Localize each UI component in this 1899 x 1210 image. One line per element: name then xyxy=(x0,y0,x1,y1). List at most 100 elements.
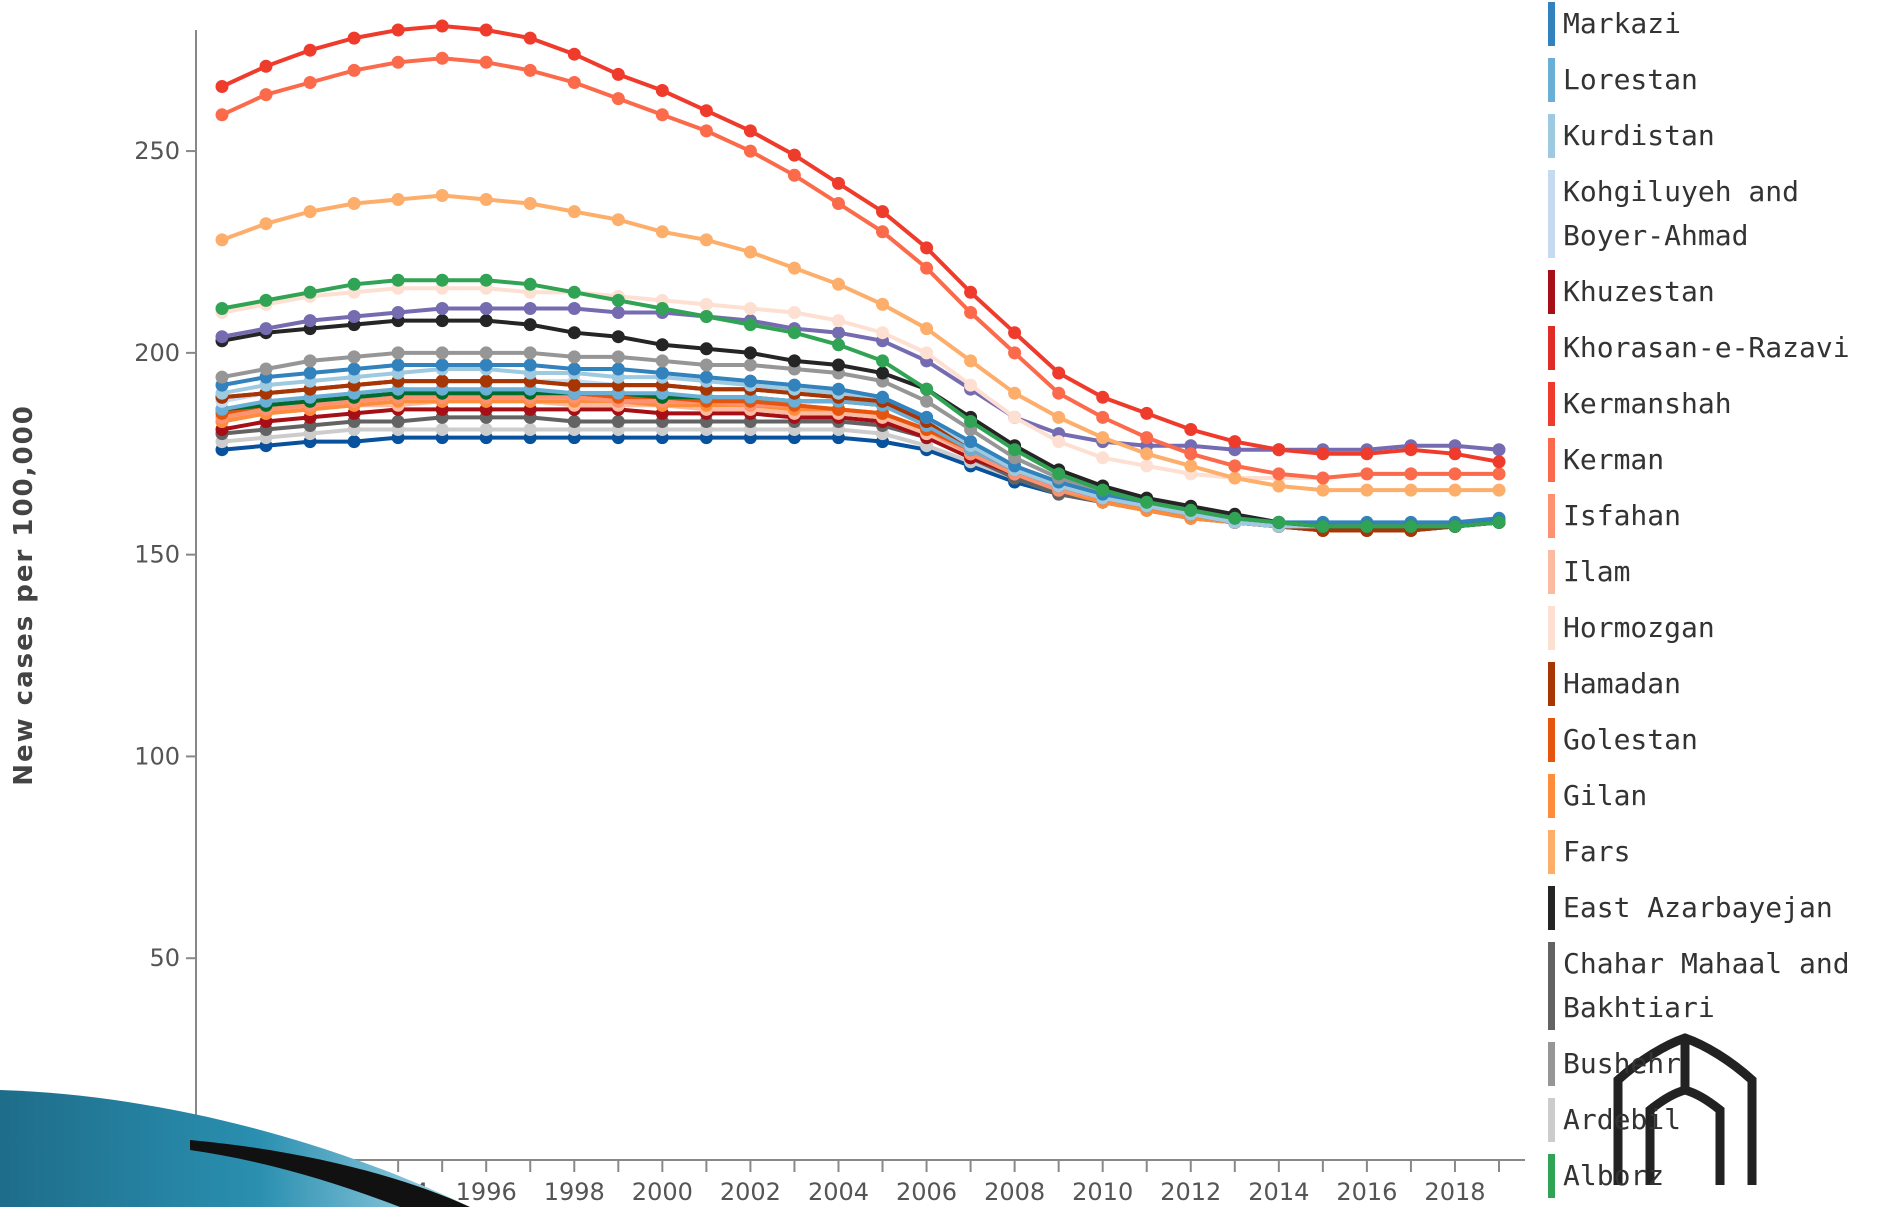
data-point xyxy=(1096,483,1110,497)
legend-item[interactable]: Markazi xyxy=(1548,2,1898,46)
data-point xyxy=(699,358,713,372)
x-tick-label: 1998 xyxy=(544,1178,605,1206)
legend-swatch xyxy=(1548,1042,1555,1086)
data-point xyxy=(611,330,625,344)
y-tick-label: 200 xyxy=(134,339,180,367)
legend-label: Khuzestan xyxy=(1563,275,1715,308)
data-point xyxy=(347,435,361,449)
x-tick-label: 2016 xyxy=(1336,1178,1397,1206)
data-point xyxy=(215,108,229,122)
y-tick-label: 100 xyxy=(134,742,180,770)
legend-item[interactable]: Kerman xyxy=(1548,438,1898,482)
legend-label: Fars xyxy=(1563,835,1631,868)
data-point xyxy=(964,378,978,392)
legend-label: Lorestan xyxy=(1563,63,1698,96)
legend-label: Chahar Mahaal and Bakhtiari xyxy=(1563,947,1850,1024)
legend-item[interactable]: Kohgiluyeh and Boyer-Ahmad xyxy=(1548,170,1898,258)
series-line xyxy=(221,278,1500,529)
legend-item[interactable]: Golestan xyxy=(1548,718,1898,762)
data-point xyxy=(523,346,537,360)
legend-label: Markazi xyxy=(1563,7,1682,40)
legend-item[interactable]: Kermanshah xyxy=(1548,382,1898,426)
legend-item[interactable]: Bushehr xyxy=(1548,1042,1898,1086)
data-point xyxy=(523,302,537,315)
legend-item[interactable]: Khorasan-e-Razavi xyxy=(1548,326,1898,370)
data-point xyxy=(655,108,669,122)
data-point xyxy=(743,302,757,315)
legend-swatch xyxy=(1548,170,1555,258)
legend-item[interactable]: Isfahan xyxy=(1548,494,1898,538)
legend-item[interactable]: Hormozgan xyxy=(1548,606,1898,650)
data-point xyxy=(1448,483,1462,497)
data-point xyxy=(391,415,405,428)
data-point xyxy=(920,241,934,255)
data-point xyxy=(347,310,361,323)
legend-label: Khorasan-e-Razavi xyxy=(1563,331,1850,364)
data-point xyxy=(611,213,625,227)
data-point xyxy=(1096,431,1110,445)
data-point xyxy=(876,354,889,368)
swoosh-dark-edge xyxy=(190,1140,470,1207)
legend-label: Bushehr xyxy=(1563,1047,1682,1080)
data-point xyxy=(1140,431,1154,445)
data-point xyxy=(611,92,625,106)
data-point xyxy=(611,306,625,319)
data-point xyxy=(1492,467,1506,481)
legend-item[interactable]: Alborz xyxy=(1548,1154,1898,1198)
legend-item[interactable]: Gilan xyxy=(1548,774,1898,818)
series-line xyxy=(221,193,1499,493)
data-point xyxy=(743,346,757,360)
data-point xyxy=(215,330,229,344)
legend-item[interactable]: Fars xyxy=(1548,830,1898,874)
legend-item[interactable]: Ardebil xyxy=(1548,1098,1898,1142)
data-point xyxy=(1008,410,1022,424)
data-point xyxy=(479,193,493,206)
legend-swatch xyxy=(1548,2,1555,46)
data-point xyxy=(435,273,449,287)
data-point xyxy=(1008,346,1022,360)
legend-swatch xyxy=(1548,886,1555,930)
data-point xyxy=(699,310,713,323)
legend-swatch xyxy=(1548,606,1555,650)
x-tick-label: 2012 xyxy=(1160,1178,1221,1206)
x-tick-label: 2014 xyxy=(1248,1178,1309,1206)
data-point xyxy=(567,47,581,61)
data-point xyxy=(347,197,361,210)
data-point xyxy=(699,370,713,384)
data-point xyxy=(699,104,713,118)
data-point xyxy=(391,273,405,287)
legend-swatch xyxy=(1548,494,1555,538)
legend-item[interactable]: East Azarbayejan xyxy=(1548,886,1898,930)
legend-label: Kurdistan xyxy=(1563,119,1715,152)
x-tick-label: 2010 xyxy=(1072,1178,1133,1206)
data-point xyxy=(435,302,449,315)
data-point xyxy=(743,124,757,138)
legend-item[interactable]: Ilam xyxy=(1548,550,1898,594)
data-point xyxy=(1272,479,1286,493)
data-point xyxy=(920,261,934,275)
legend-label: Hormozgan xyxy=(1563,611,1715,644)
data-point xyxy=(1140,459,1154,473)
legend-item[interactable]: Kurdistan xyxy=(1548,114,1898,158)
data-point xyxy=(1404,519,1418,533)
data-point xyxy=(1228,459,1242,473)
legend-item[interactable]: Khuzestan xyxy=(1548,270,1898,314)
data-point xyxy=(435,19,449,33)
data-point xyxy=(567,285,581,299)
data-point xyxy=(743,358,757,372)
data-point xyxy=(347,362,361,376)
legend-swatch xyxy=(1548,774,1555,818)
data-point xyxy=(259,217,273,231)
legend-item[interactable]: Hamadan xyxy=(1548,662,1898,706)
data-point xyxy=(303,43,317,57)
data-point xyxy=(1184,503,1198,517)
legend-item[interactable]: Chahar Mahaal and Bakhtiari xyxy=(1548,942,1898,1030)
data-point xyxy=(479,423,493,436)
data-point xyxy=(215,302,229,315)
data-point xyxy=(347,277,361,291)
data-point xyxy=(347,31,361,45)
data-point xyxy=(1096,410,1110,424)
series-line xyxy=(221,56,1499,481)
legend-item[interactable]: Lorestan xyxy=(1548,58,1898,102)
